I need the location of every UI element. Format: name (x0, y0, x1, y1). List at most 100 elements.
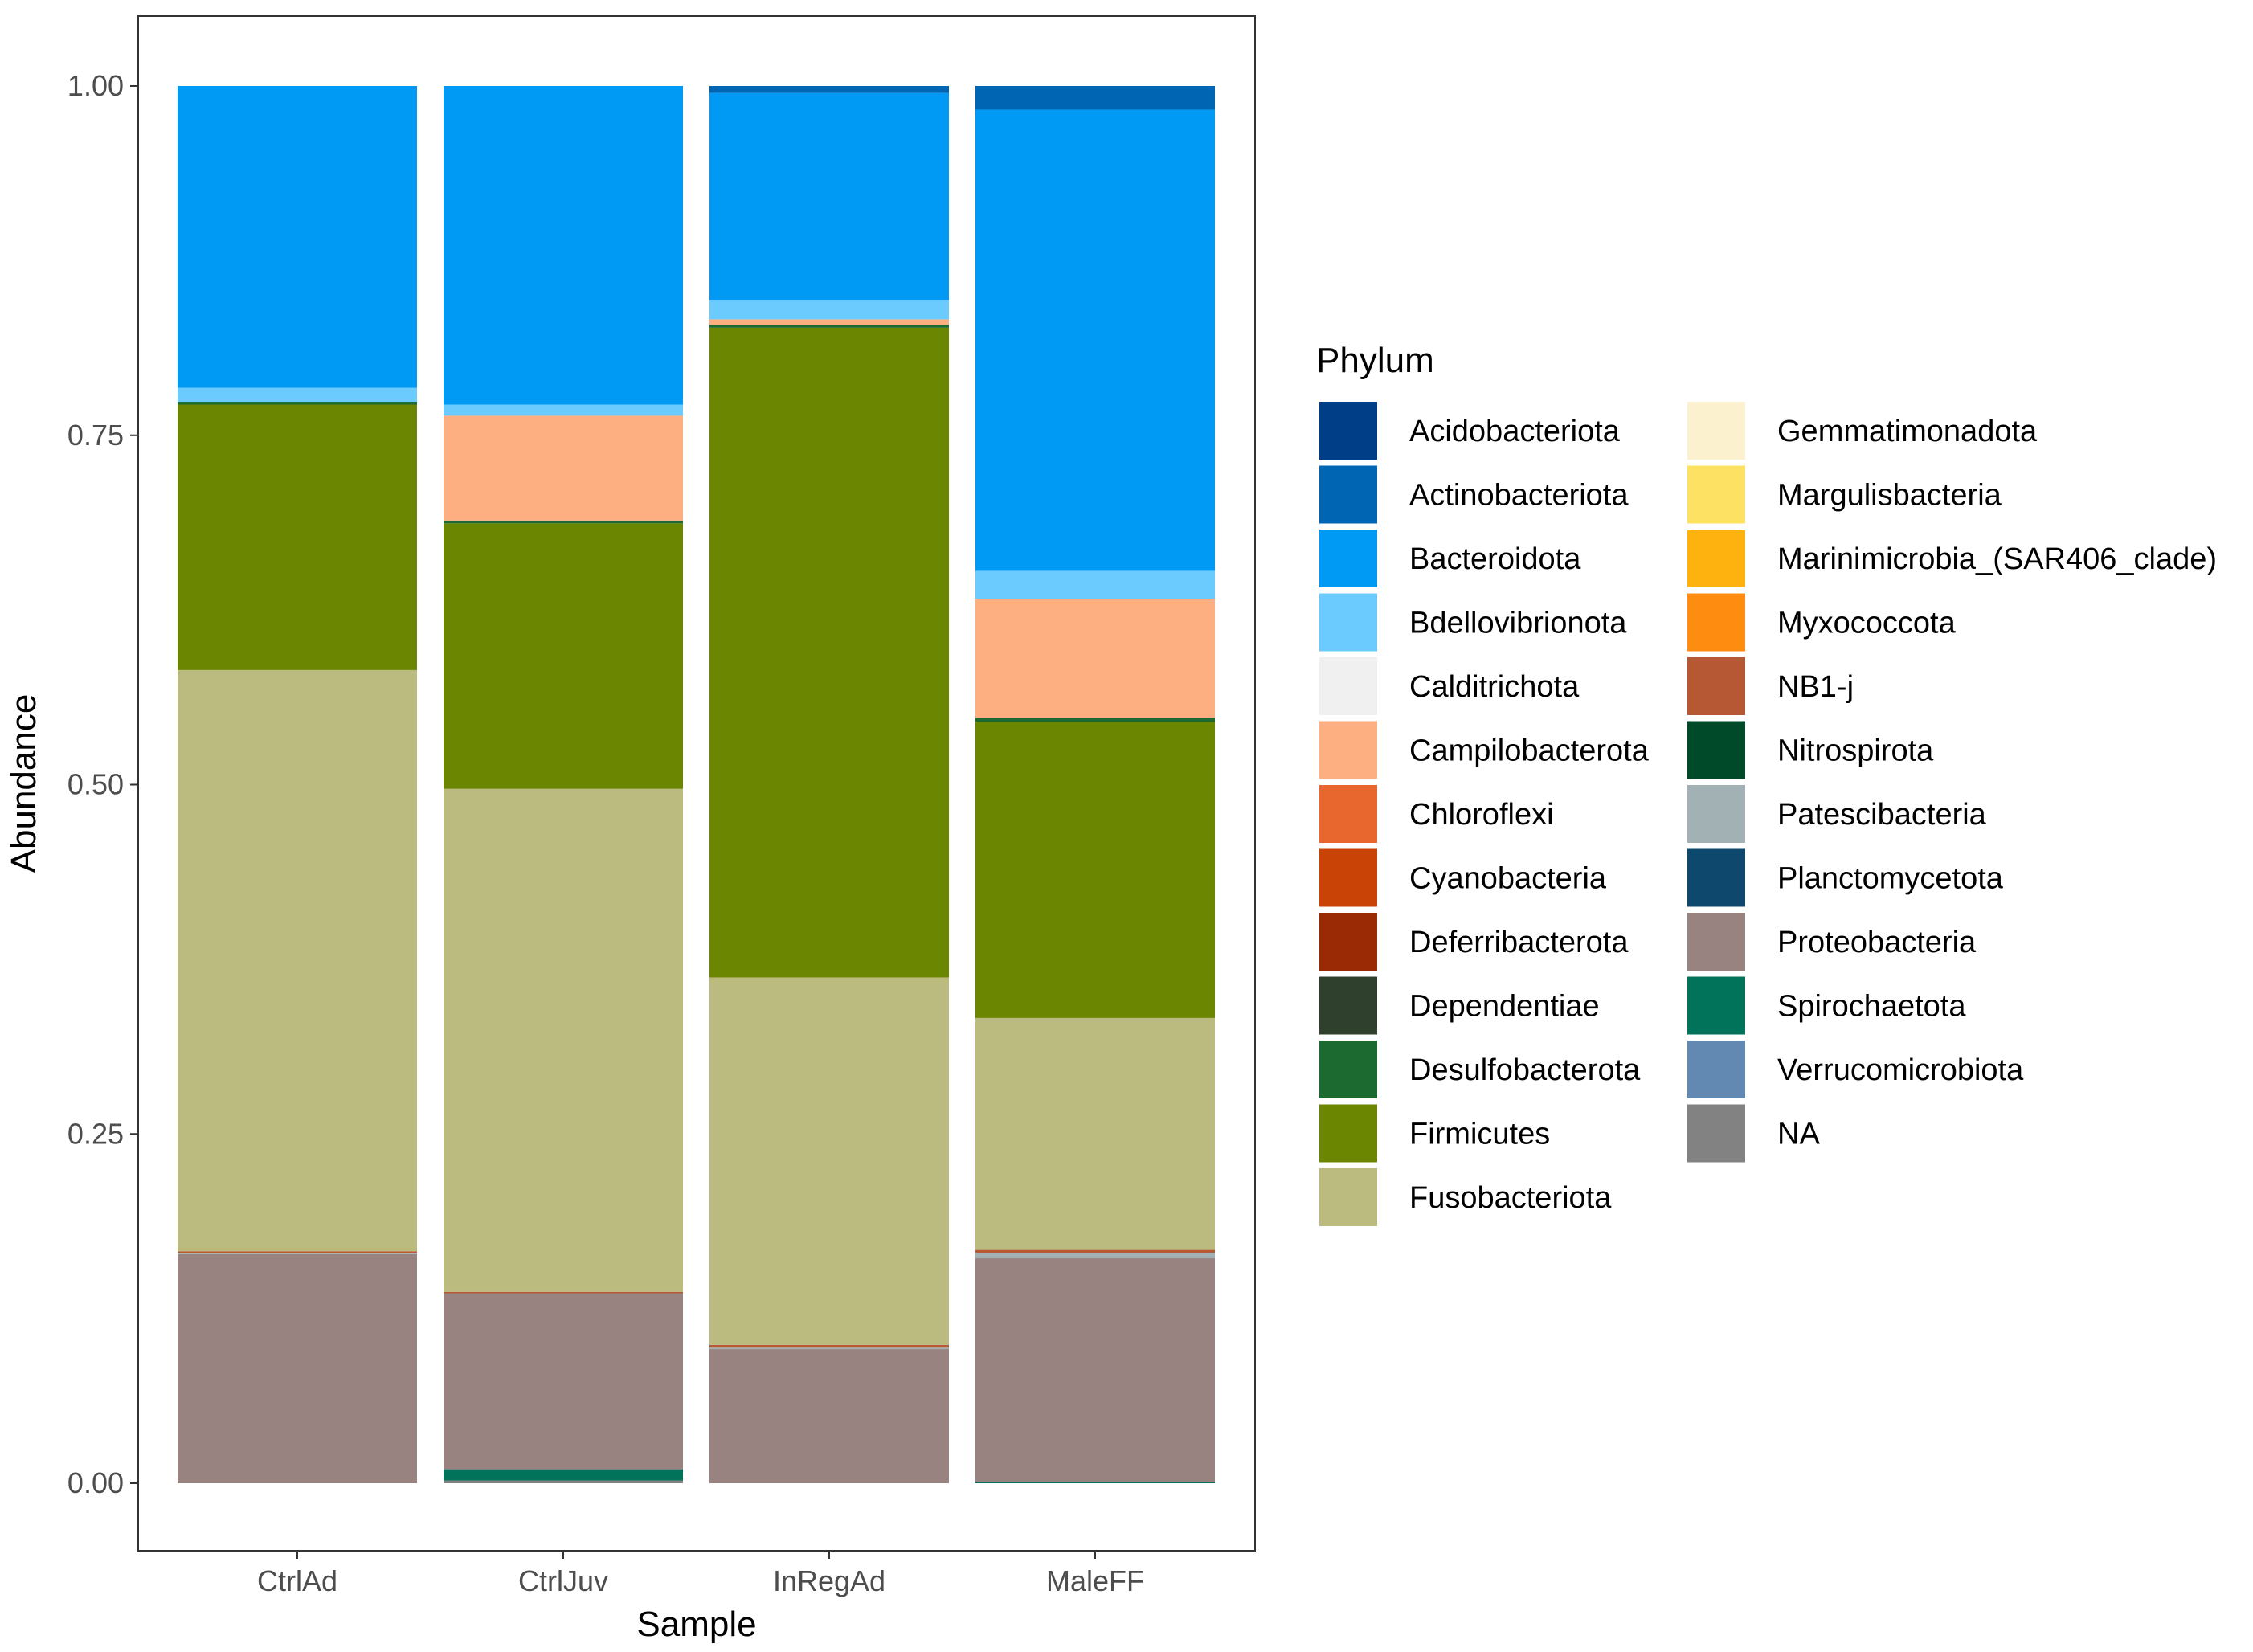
bar-segment-ctrlad-desulfobacterota (178, 402, 417, 405)
legend-label-firmicutes: Firmicutes (1409, 1118, 1550, 1151)
legend-key-margulisbacteria (1687, 465, 1745, 524)
bar-segment-ctrljuv-na (444, 1480, 683, 1483)
x-tick-label-ctrljuv: CtrlJuv (518, 1564, 608, 1597)
y-axis-ticks: 0.00 0.25 0.50 0.75 1.00 (67, 69, 138, 1499)
bar-segment-inregad-patescibacteria (709, 1347, 949, 1350)
y-tick-label: 1.00 (67, 69, 124, 102)
legend-label-deferribacterota: Deferribacterota (1409, 926, 1629, 959)
legend-label-na: NA (1777, 1118, 1820, 1151)
bar-segment-maleff-firmicutes (975, 722, 1215, 1018)
legend-key-nb1-j (1687, 657, 1745, 715)
x-tick-label-inregad: InRegAd (773, 1564, 885, 1597)
legend-key-chloroflexi (1319, 785, 1377, 843)
legend-key-verrucomicrobiota (1687, 1041, 1745, 1098)
x-axis-ticks: CtrlAd CtrlJuv InRegAd MaleFF (257, 1551, 1144, 1597)
legend-label-gemmatimonadota: Gemmatimonadota (1777, 415, 2038, 448)
legend-label-nb1-j: NB1-j (1777, 670, 1854, 704)
y-tick-label: 0.50 (67, 768, 124, 801)
legend-key-dependentiae (1319, 976, 1377, 1035)
bar-segment-inregad-desulfobacterota (709, 325, 949, 328)
legend-title: Phylum (1316, 341, 1434, 380)
bar-segment-maleff-campilobacterota (975, 599, 1215, 718)
legend-key-firmicutes (1319, 1104, 1377, 1163)
bar-segment-ctrlad-bdellovibrionota (178, 387, 417, 403)
bar-segment-maleff-actinobacteriota (975, 86, 1215, 110)
legend-key-acidobacteriota (1319, 402, 1377, 460)
y-tick-label: 0.25 (67, 1117, 124, 1150)
bar-segment-ctrljuv-campilobacterota (444, 415, 683, 521)
bar-segment-maleff-bacteroidota (975, 109, 1215, 571)
y-axis-title: Abundance (4, 694, 43, 873)
legend-label-calditrichota: Calditrichota (1409, 670, 1580, 704)
bar-segment-ctrljuv-firmicutes (444, 523, 683, 789)
legend-label-fusobacteriota: Fusobacteriota (1409, 1181, 1612, 1215)
bar-segment-maleff-desulfobacterota (975, 718, 1215, 722)
bar-segment-ctrljuv-desulfobacterota (444, 520, 683, 524)
bar-segment-ctrljuv-spirochaetota (444, 1469, 683, 1481)
bar-segment-ctrljuv-nb1-j (444, 1291, 683, 1294)
legend-label-dependentiae: Dependentiae (1409, 990, 1600, 1024)
legend-key-campilobacterota (1319, 721, 1377, 779)
legend-label-desulfobacterota: Desulfobacterota (1409, 1053, 1641, 1087)
plot-panel-border (137, 15, 1256, 1552)
bar-segment-ctrlad-proteobacteria (178, 1253, 417, 1483)
legend-key-patescibacteria (1687, 785, 1745, 843)
legend-key-cyanobacteria (1319, 848, 1377, 907)
legend-key-calditrichota (1319, 657, 1377, 715)
bar-segment-ctrljuv-fusobacteriota (444, 788, 683, 1292)
legend-key-desulfobacterota (1319, 1041, 1377, 1098)
legend-label-patescibacteria: Patescibacteria (1777, 798, 1987, 832)
bar-segment-inregad-proteobacteria (709, 1349, 949, 1483)
x-axis-title: Sample (636, 1605, 756, 1644)
y-tick-label: 0.00 (67, 1466, 124, 1499)
legend-label-nitrospirota: Nitrospirota (1777, 734, 1934, 768)
legend: Acidobacteriota Actinobacteriota Bacteroid… (1319, 402, 2217, 1226)
legend-label-planctomycetota: Planctomycetota (1777, 862, 2004, 896)
bar-segment-inregad-bacteroidota (709, 92, 949, 301)
bar-segment-ctrljuv-bacteroidota (444, 86, 683, 405)
legend-key-spirochaetota (1687, 976, 1745, 1035)
bar-segment-maleff-proteobacteria (975, 1258, 1215, 1482)
legend-key-gemmatimonadota (1687, 402, 1745, 460)
legend-label-myxococcota: Myxococcota (1777, 607, 1957, 640)
legend-key-actinobacteriota (1319, 465, 1377, 524)
legend-key-bdellovibrionota (1319, 593, 1377, 652)
bar-segment-inregad-bdellovibrionota (709, 300, 949, 320)
bars-group (178, 86, 1215, 1483)
y-tick-label: 0.75 (67, 419, 124, 452)
legend-label-margulisbacteria: Margulisbacteria (1777, 479, 2002, 513)
legend-key-deferribacterota (1319, 913, 1377, 971)
legend-label-campilobacterota: Campilobacterota (1409, 734, 1650, 768)
bar-segment-inregad-firmicutes (709, 327, 949, 978)
x-tick-label-ctrlad: CtrlAd (257, 1564, 337, 1597)
legend-label-cyanobacteria: Cyanobacteria (1409, 862, 1607, 896)
bar-segment-maleff-fusobacteriota (975, 1017, 1215, 1250)
bar-segment-inregad-campilobacterota (709, 319, 949, 325)
bar-segment-ctrljuv-bdellovibrionota (444, 404, 683, 416)
bar-segment-inregad-actinobacteriota (709, 86, 949, 93)
bar-segment-ctrlad-bacteroidota (178, 86, 417, 388)
legend-key-planctomycetota (1687, 848, 1745, 907)
legend-label-proteobacteria: Proteobacteria (1777, 926, 1977, 959)
legend-key-na (1687, 1104, 1745, 1163)
legend-key-proteobacteria (1687, 913, 1745, 971)
legend-key-bacteroidota (1319, 530, 1377, 587)
legend-label-verrucomicrobiota: Verrucomicrobiota (1777, 1053, 2024, 1087)
bar-segment-maleff-spirochaetota (975, 1482, 1215, 1483)
legend-label-chloroflexi: Chloroflexi (1409, 798, 1554, 832)
legend-label-bdellovibrionota: Bdellovibrionota (1409, 607, 1627, 640)
bar-segment-ctrlad-patescibacteria (178, 1253, 417, 1254)
legend-key-fusobacteriota (1319, 1168, 1377, 1226)
legend-label-actinobacteriota: Actinobacteriota (1409, 479, 1629, 513)
bar-segment-maleff-bdellovibrionota (975, 570, 1215, 599)
legend-label-bacteroidota: Bacteroidota (1409, 542, 1581, 576)
bar-segment-ctrljuv-proteobacteria (444, 1293, 683, 1470)
legend-label-acidobacteriota: Acidobacteriota (1409, 415, 1621, 448)
legend-label-marinimicrobia-sar406-clade: Marinimicrobia_(SAR406_clade) (1777, 542, 2217, 576)
legend-key-marinimicrobia-sar406-clade (1687, 530, 1745, 587)
bar-segment-inregad-fusobacteriota (709, 977, 949, 1345)
legend-label-spirochaetota: Spirochaetota (1777, 990, 1966, 1024)
bar-segment-inregad-nb1-j (709, 1344, 949, 1348)
bar-segment-maleff-patescibacteria (975, 1253, 1215, 1259)
